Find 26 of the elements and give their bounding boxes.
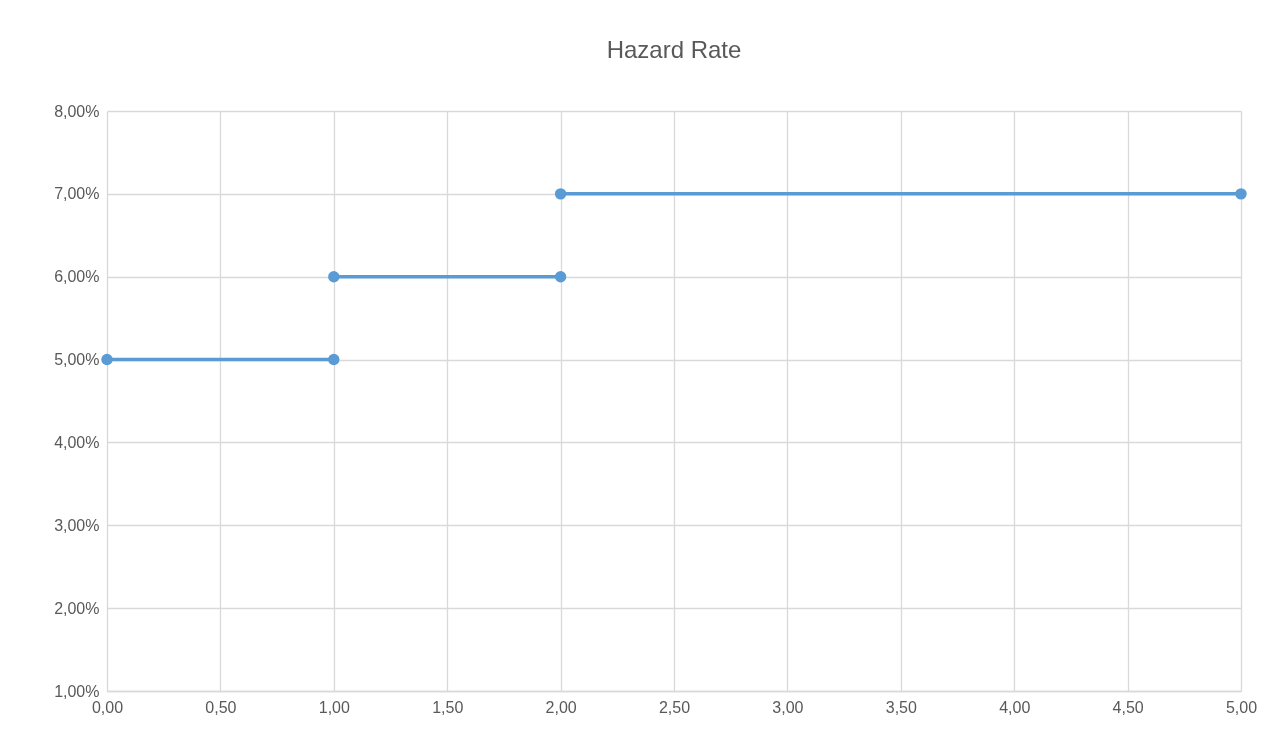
y-tick-label: 6,00% [54, 268, 100, 286]
point [328, 353, 340, 366]
x-tick-label: 4,00 [999, 698, 1031, 716]
x-tick-label: 0,00 [91, 698, 124, 716]
y-tick-label: 7,00% [54, 185, 100, 203]
point [554, 188, 567, 200]
point [554, 271, 567, 283]
y-tick-label: 4,00% [54, 433, 100, 451]
x-tick-label: 0,50 [205, 698, 237, 716]
x-tick-label: 3,50 [885, 698, 917, 716]
y-tick-label: 1,00% [54, 682, 100, 700]
y-tick-label: 2,00% [54, 599, 100, 617]
point [1235, 188, 1247, 200]
chart-title: Hazard Rate [606, 36, 742, 63]
x-tick-label: 1,00 [318, 698, 350, 716]
x-tick-label: 4,50 [1112, 698, 1144, 716]
y-tick-label: 3,00% [54, 516, 100, 534]
x-tick-label: 3,00 [772, 698, 804, 716]
x-tick-label: 2,00 [545, 698, 577, 716]
y-tick-label: 5,00% [54, 351, 100, 369]
x-tick-label: 1,50 [432, 698, 464, 716]
x-tick-label: 5,00 [1225, 698, 1258, 716]
x-tick-label: 2,50 [658, 698, 691, 716]
point [101, 353, 113, 366]
point [328, 271, 340, 283]
y-tick-label: 8,00% [54, 102, 100, 120]
